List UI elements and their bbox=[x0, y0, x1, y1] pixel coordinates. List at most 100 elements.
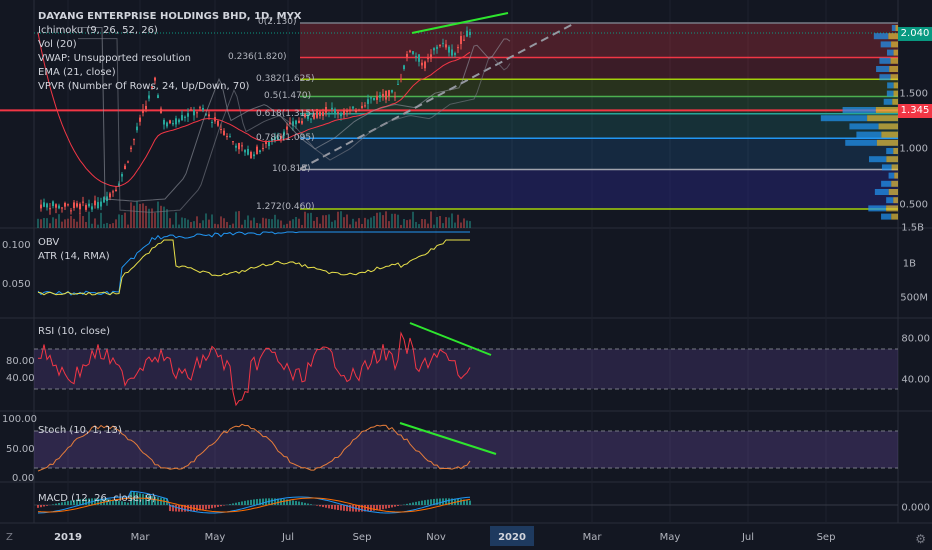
indicator-rsi[interactable]: RSI (10, close) bbox=[38, 326, 111, 337]
indicator-obv[interactable]: OBV bbox=[38, 237, 60, 248]
candle-body bbox=[196, 112, 198, 114]
fib-label-0618: 0.618(1.315) bbox=[256, 109, 315, 119]
indicator-stoch[interactable]: Stoch (10, 1, 13) bbox=[38, 425, 122, 436]
vpvr-up bbox=[886, 90, 894, 97]
indicator-volume[interactable]: Vol (20) bbox=[38, 39, 77, 50]
volume-bar bbox=[274, 214, 276, 228]
indicator-macd[interactable]: MACD (12, 26, close, 9) bbox=[38, 493, 156, 504]
macd-histogram-bar bbox=[136, 492, 138, 505]
macd-histogram-bar bbox=[61, 502, 63, 505]
volume-bar bbox=[271, 219, 273, 228]
vpvr-down bbox=[886, 156, 898, 163]
volume-bar bbox=[172, 224, 174, 228]
macd-histogram-bar bbox=[466, 500, 468, 505]
macd-histogram-bar bbox=[334, 505, 336, 510]
volume-bar bbox=[226, 221, 228, 228]
macd-histogram-bar bbox=[448, 498, 450, 505]
volume-bar bbox=[334, 220, 336, 228]
candle-body bbox=[199, 107, 201, 109]
candle-body bbox=[52, 201, 54, 207]
volume-bar bbox=[181, 217, 183, 228]
macd-histogram-bar bbox=[247, 500, 249, 505]
candle-body bbox=[226, 136, 228, 138]
volume-bar bbox=[439, 216, 441, 228]
volume-bar bbox=[376, 212, 378, 228]
macd-histogram-bar bbox=[160, 497, 162, 505]
vpvr-down bbox=[889, 66, 898, 72]
macd-histogram-bar bbox=[289, 499, 291, 505]
volume-bar bbox=[238, 211, 240, 228]
macd-histogram-bar bbox=[397, 505, 399, 506]
cloud-span-b bbox=[78, 38, 511, 213]
macd-histogram-bar bbox=[409, 503, 411, 505]
candle-body bbox=[445, 44, 447, 48]
atr-line bbox=[37, 239, 470, 296]
macd-histogram-bar bbox=[82, 498, 84, 505]
candle-body bbox=[241, 145, 243, 147]
volume-bar bbox=[136, 201, 138, 228]
volume-bar bbox=[262, 217, 264, 228]
fib-label-0236: 0.236(1.820) bbox=[228, 52, 287, 62]
volume-bar bbox=[163, 206, 165, 228]
volume-bar bbox=[268, 218, 270, 228]
macd-histogram-bar bbox=[304, 502, 306, 505]
vpvr-up bbox=[856, 131, 882, 138]
macd-histogram-bar bbox=[418, 501, 420, 505]
vpvr-up bbox=[874, 189, 889, 195]
volume-bar bbox=[184, 218, 186, 228]
candle-body bbox=[58, 205, 60, 209]
candle-body bbox=[217, 120, 219, 126]
indicator-ema[interactable]: EMA (21, close) bbox=[38, 67, 116, 78]
volume-bar bbox=[454, 222, 456, 228]
volume-bar bbox=[43, 218, 45, 228]
time-tick: May bbox=[659, 532, 681, 543]
price-tick: 0.500 bbox=[899, 199, 928, 211]
macd-histogram-bar bbox=[202, 505, 204, 510]
volume-bar bbox=[286, 223, 288, 228]
macd-histogram-bar bbox=[331, 505, 333, 509]
fib-label-0: 0(2.130) bbox=[258, 17, 297, 27]
rsi-legend: RSI (10, close) bbox=[38, 325, 110, 339]
macd-histogram-bar bbox=[97, 498, 99, 505]
candle-body bbox=[286, 126, 288, 130]
candle-body bbox=[457, 47, 459, 49]
macd-histogram-bar bbox=[124, 501, 126, 505]
gear-icon[interactable]: ⚙ bbox=[915, 532, 926, 546]
vpvr-down bbox=[886, 205, 898, 212]
volume-bar bbox=[415, 221, 417, 228]
indicator-ichimoku[interactable]: Ichimoku (9, 26, 52, 26) bbox=[38, 25, 158, 36]
macd-histogram-bar bbox=[241, 501, 243, 505]
fib-label-05: 0.5(1.470) bbox=[264, 91, 312, 101]
volume-bar bbox=[394, 213, 396, 228]
vpvr-up bbox=[886, 49, 894, 56]
candle-body bbox=[448, 46, 450, 53]
indicator-vpvr[interactable]: VPVR (Number Of Rows, 24, Up/Down, 70) bbox=[38, 81, 250, 92]
candle-body bbox=[172, 122, 174, 125]
candle-body bbox=[94, 200, 96, 206]
candle-body bbox=[358, 109, 360, 111]
candle-body bbox=[385, 90, 387, 100]
price-axis[interactable]: 1.500 1.000 0.500 bbox=[898, 0, 932, 228]
volume-bar bbox=[130, 202, 132, 228]
volume-bar bbox=[61, 221, 63, 228]
indicator-vwap[interactable]: VWAP: Unsupported resolution bbox=[38, 53, 191, 64]
macd-histogram-bar bbox=[40, 505, 42, 508]
vpvr-down bbox=[890, 57, 898, 64]
candle-body bbox=[124, 165, 126, 170]
candle-body bbox=[415, 56, 417, 58]
candle-body bbox=[49, 208, 51, 210]
zoom-reset-icon[interactable]: Z bbox=[6, 532, 13, 543]
candle-body bbox=[169, 120, 171, 124]
candle-body bbox=[130, 147, 132, 150]
candle-body bbox=[397, 83, 399, 85]
volume-bar bbox=[244, 219, 246, 228]
vpvr-up bbox=[881, 213, 892, 220]
candle-body bbox=[166, 122, 168, 127]
volume-bar bbox=[370, 217, 372, 228]
macd-histogram-bar bbox=[220, 505, 222, 507]
macd-histogram-bar bbox=[262, 498, 264, 505]
indicator-atr[interactable]: ATR (14, RMA) bbox=[38, 251, 110, 262]
volume-bar bbox=[193, 221, 195, 228]
